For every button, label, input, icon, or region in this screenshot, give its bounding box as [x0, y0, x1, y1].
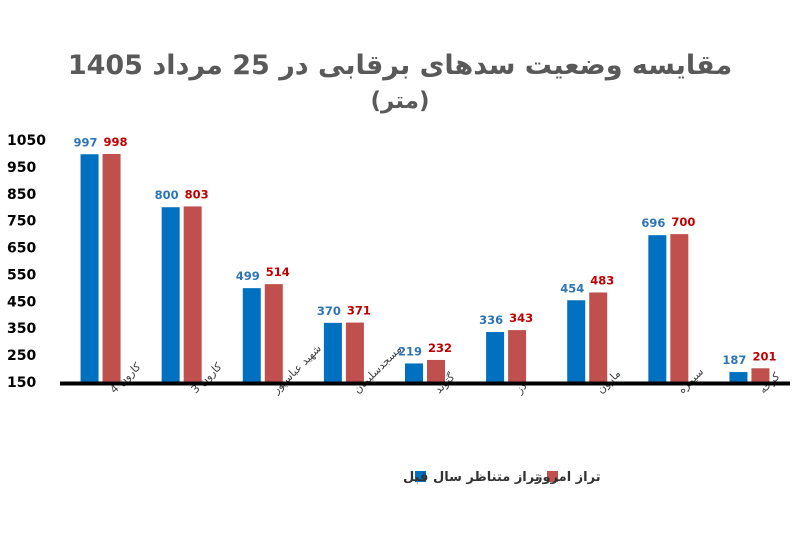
- bar: [589, 292, 608, 382]
- y-tick-label: 950: [7, 160, 36, 176]
- legend-swatch: [547, 471, 558, 482]
- bar: [670, 234, 689, 382]
- bar: [323, 322, 342, 382]
- bar: [486, 331, 505, 382]
- legend-label: تراز امروز: [534, 470, 601, 485]
- y-tick-label: 150: [7, 375, 36, 391]
- data-label: 454: [560, 281, 584, 295]
- data-label: 499: [236, 269, 260, 283]
- bar: [242, 288, 261, 382]
- data-label: 343: [509, 311, 533, 325]
- y-tick-label: 850: [7, 187, 36, 203]
- data-label: 370: [317, 304, 341, 318]
- data-label: 803: [185, 187, 209, 201]
- chart-title-unit: (متر): [371, 88, 430, 114]
- data-labels: 997 998 800 803 499 514 370 371 219 232 336 343 454 4…: [74, 135, 777, 367]
- bar: [751, 368, 770, 382]
- bar: [102, 153, 121, 382]
- data-label: 336: [479, 313, 503, 327]
- data-label: 997: [74, 135, 98, 149]
- bar: [161, 207, 180, 382]
- y-axis: 1050 950 850 750 650 550 450 350 250 150: [7, 133, 46, 391]
- bar: [508, 330, 527, 382]
- data-label: 800: [155, 188, 179, 202]
- data-label: 998: [104, 135, 128, 149]
- bar: [405, 363, 423, 382]
- y-tick-label: 750: [7, 214, 36, 230]
- bar: [183, 206, 202, 382]
- y-tick-label: 550: [7, 267, 36, 283]
- data-label: 696: [641, 216, 665, 230]
- data-label: 700: [671, 215, 695, 229]
- bar: [729, 372, 748, 382]
- bar: [567, 300, 586, 382]
- data-label: 232: [428, 341, 452, 355]
- bar: [80, 154, 99, 382]
- chart-title: مقایسه وضعیت سدهای برقابی در 25 مرداد 14…: [68, 50, 732, 81]
- data-label: 514: [266, 265, 290, 279]
- data-label: 371: [347, 304, 371, 318]
- bar: [427, 359, 445, 382]
- data-label: 483: [590, 273, 614, 287]
- bar: [264, 284, 283, 382]
- y-tick-label: 250: [7, 348, 36, 364]
- data-label: 187: [722, 353, 746, 367]
- data-label: 219: [398, 344, 422, 358]
- y-tick-label: 350: [7, 321, 36, 337]
- legend-label: تراز متناظر سال قبل: [403, 470, 540, 485]
- y-tick-label: 1050: [7, 133, 46, 149]
- bar: [648, 235, 667, 382]
- bars: [80, 153, 770, 382]
- y-tick-label: 450: [7, 294, 36, 310]
- data-label: 201: [752, 349, 776, 363]
- legend-swatch: [415, 471, 426, 482]
- bar: [345, 322, 364, 382]
- y-tick-label: 650: [7, 241, 36, 257]
